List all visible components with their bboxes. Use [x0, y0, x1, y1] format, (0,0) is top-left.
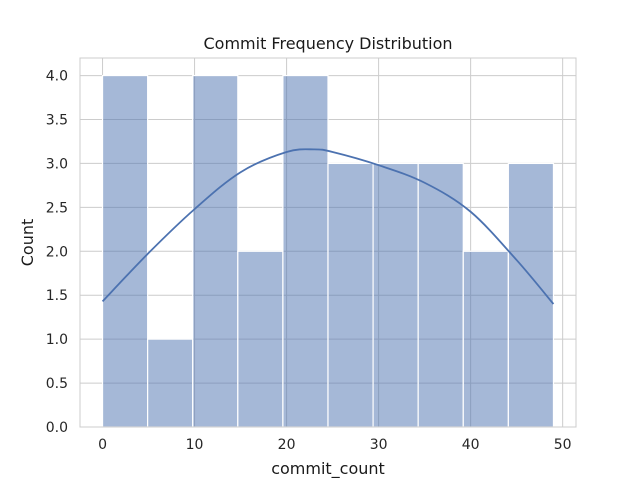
histogram-bar [417, 162, 464, 428]
y-tick-label: 0.0 [46, 420, 68, 436]
histogram-bars [101, 74, 555, 428]
x-axis-ticks: 0 10 20 30 40 50 [98, 437, 571, 453]
y-axis-ticks: 0.0 0.5 1.0 1.5 2.0 2.5 3.0 3.5 4.0 [46, 69, 68, 436]
y-tick-label: 4.0 [46, 69, 68, 85]
y-tick-label: 3.5 [46, 113, 68, 129]
histogram-bar [282, 74, 329, 428]
plot-area-frame [79, 57, 577, 428]
x-axis-label: commit_count [271, 459, 385, 479]
x-tick-label: 0 [98, 437, 107, 453]
x-tick-label: 50 [554, 437, 572, 453]
kde-curve [101, 148, 555, 305]
y-tick-label: 2.0 [46, 244, 68, 260]
histogram-bar [237, 250, 284, 428]
histogram-bar [327, 162, 374, 428]
chart-title: Commit Frequency Distribution [203, 34, 452, 53]
y-tick-label: 2.5 [46, 200, 68, 216]
x-tick-label: 40 [462, 437, 480, 453]
x-tick-label: 20 [278, 437, 296, 453]
histogram-bar [147, 338, 194, 428]
histogram-bar [462, 250, 509, 428]
y-tick-label: 3.0 [46, 156, 68, 172]
y-tick-label: 1.0 [46, 332, 68, 348]
histogram-bar [101, 74, 149, 428]
y-tick-label: 0.5 [46, 376, 68, 392]
x-tick-label: 10 [186, 437, 204, 453]
histogram-bar [192, 74, 239, 428]
y-tick-label: 1.5 [46, 288, 68, 304]
y-axis-label: Count [18, 219, 37, 267]
x-tick-label: 30 [370, 437, 388, 453]
histogram-bar [372, 162, 419, 428]
